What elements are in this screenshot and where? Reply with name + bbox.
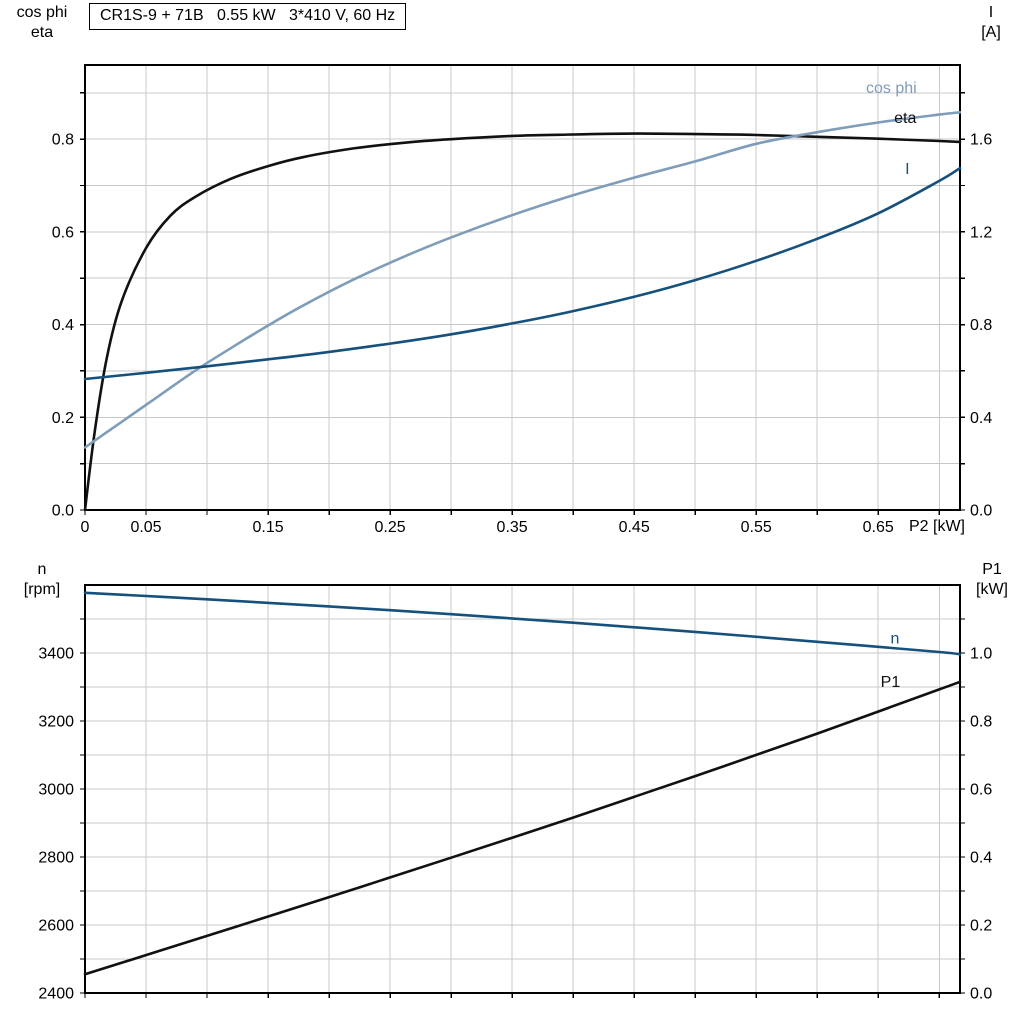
right-tick-label: 0.8 <box>970 317 992 334</box>
x-tick-label: 0.65 <box>863 519 894 536</box>
x-axis-title: P2 [kW] <box>908 518 965 535</box>
axis-title-current: I <box>988 4 994 21</box>
x-tick-label: 0.15 <box>252 519 283 536</box>
left-tick-label: 3400 <box>38 646 74 663</box>
left-tick-label: 2800 <box>38 850 74 867</box>
left-tick-label: 0.0 <box>52 503 74 520</box>
curve-label-cos-phi: cos phi <box>866 80 917 97</box>
x-tick-label: 0.25 <box>375 519 406 536</box>
right-tick-label: 0.4 <box>970 850 992 867</box>
axis-title-cos-phi: cos phi <box>16 4 68 21</box>
axis-frame <box>84 64 961 511</box>
panel-2: 2400 2600 2800 3000 3200 3400 0.0 0.2 0.4 0.6 0.8 1… <box>38 584 992 1003</box>
top-panel-right-axis-title: I [A] <box>962 3 1020 43</box>
axis-title-p1-unit: [kW] <box>976 581 1008 598</box>
right-tick-label: 0.0 <box>970 986 992 1003</box>
x-tick-label: 0 <box>81 519 90 536</box>
x-tick-label: 0.55 <box>741 519 772 536</box>
curve-label-n: n <box>890 630 899 647</box>
curve-n <box>83 591 962 656</box>
left-tick-label: 2600 <box>38 918 74 935</box>
axis-title-speed: n <box>37 561 47 578</box>
x-tick-label: 0.05 <box>130 519 161 536</box>
x-tick-label: 0.35 <box>497 519 528 536</box>
right-tick-label: 1.6 <box>970 132 992 149</box>
curve-label-I: I <box>905 161 909 178</box>
right-tick-label: 0.4 <box>970 410 992 427</box>
right-tick-label: 1.2 <box>970 224 992 241</box>
left-tick-label: 2400 <box>38 986 74 1003</box>
curve-cos-phi <box>83 111 962 449</box>
left-tick-label: 3200 <box>38 714 74 731</box>
top-panel-left-axis-title: cos phi eta <box>2 3 82 43</box>
curve-eta <box>83 132 962 512</box>
panel-1: 0 0.05 0.15 0.25 0.35 0.45 0.55 0.65 0.0 0.2 0.4 0.… <box>52 64 992 536</box>
right-tick-label: 0.8 <box>970 714 992 731</box>
left-tick-label: 0.8 <box>52 132 74 149</box>
curve-label-P1: P1 <box>881 674 901 691</box>
axis-title-eta: eta <box>30 24 54 41</box>
chart-title-box: CR1S-9 + 71B 0.55 kW 3*410 V, 60 Hz <box>89 3 407 30</box>
right-tick-label: 0.2 <box>970 918 992 935</box>
bottom-panel-right-axis-title: P1 [kW] <box>962 560 1022 600</box>
curve-P1 <box>83 680 962 976</box>
x-tick-label: 0.45 <box>619 519 650 536</box>
curve-label-eta: eta <box>894 110 916 127</box>
right-tick-label: 1.0 <box>970 646 992 663</box>
left-tick-label: 0.4 <box>52 317 74 334</box>
left-tick-label: 3000 <box>38 782 74 799</box>
left-tick-label: 0.2 <box>52 410 74 427</box>
axis-title-speed-unit: [rpm] <box>23 581 61 598</box>
right-tick-label: 0.0 <box>970 503 992 520</box>
axis-title-current-unit: [A] <box>981 24 1001 41</box>
left-tick-label: 0.6 <box>52 224 74 241</box>
axis-title-p1: P1 <box>982 561 1002 578</box>
bottom-panel-left-axis-title: n [rpm] <box>2 560 82 600</box>
curve-I <box>83 166 962 381</box>
right-tick-label: 0.6 <box>970 782 992 799</box>
